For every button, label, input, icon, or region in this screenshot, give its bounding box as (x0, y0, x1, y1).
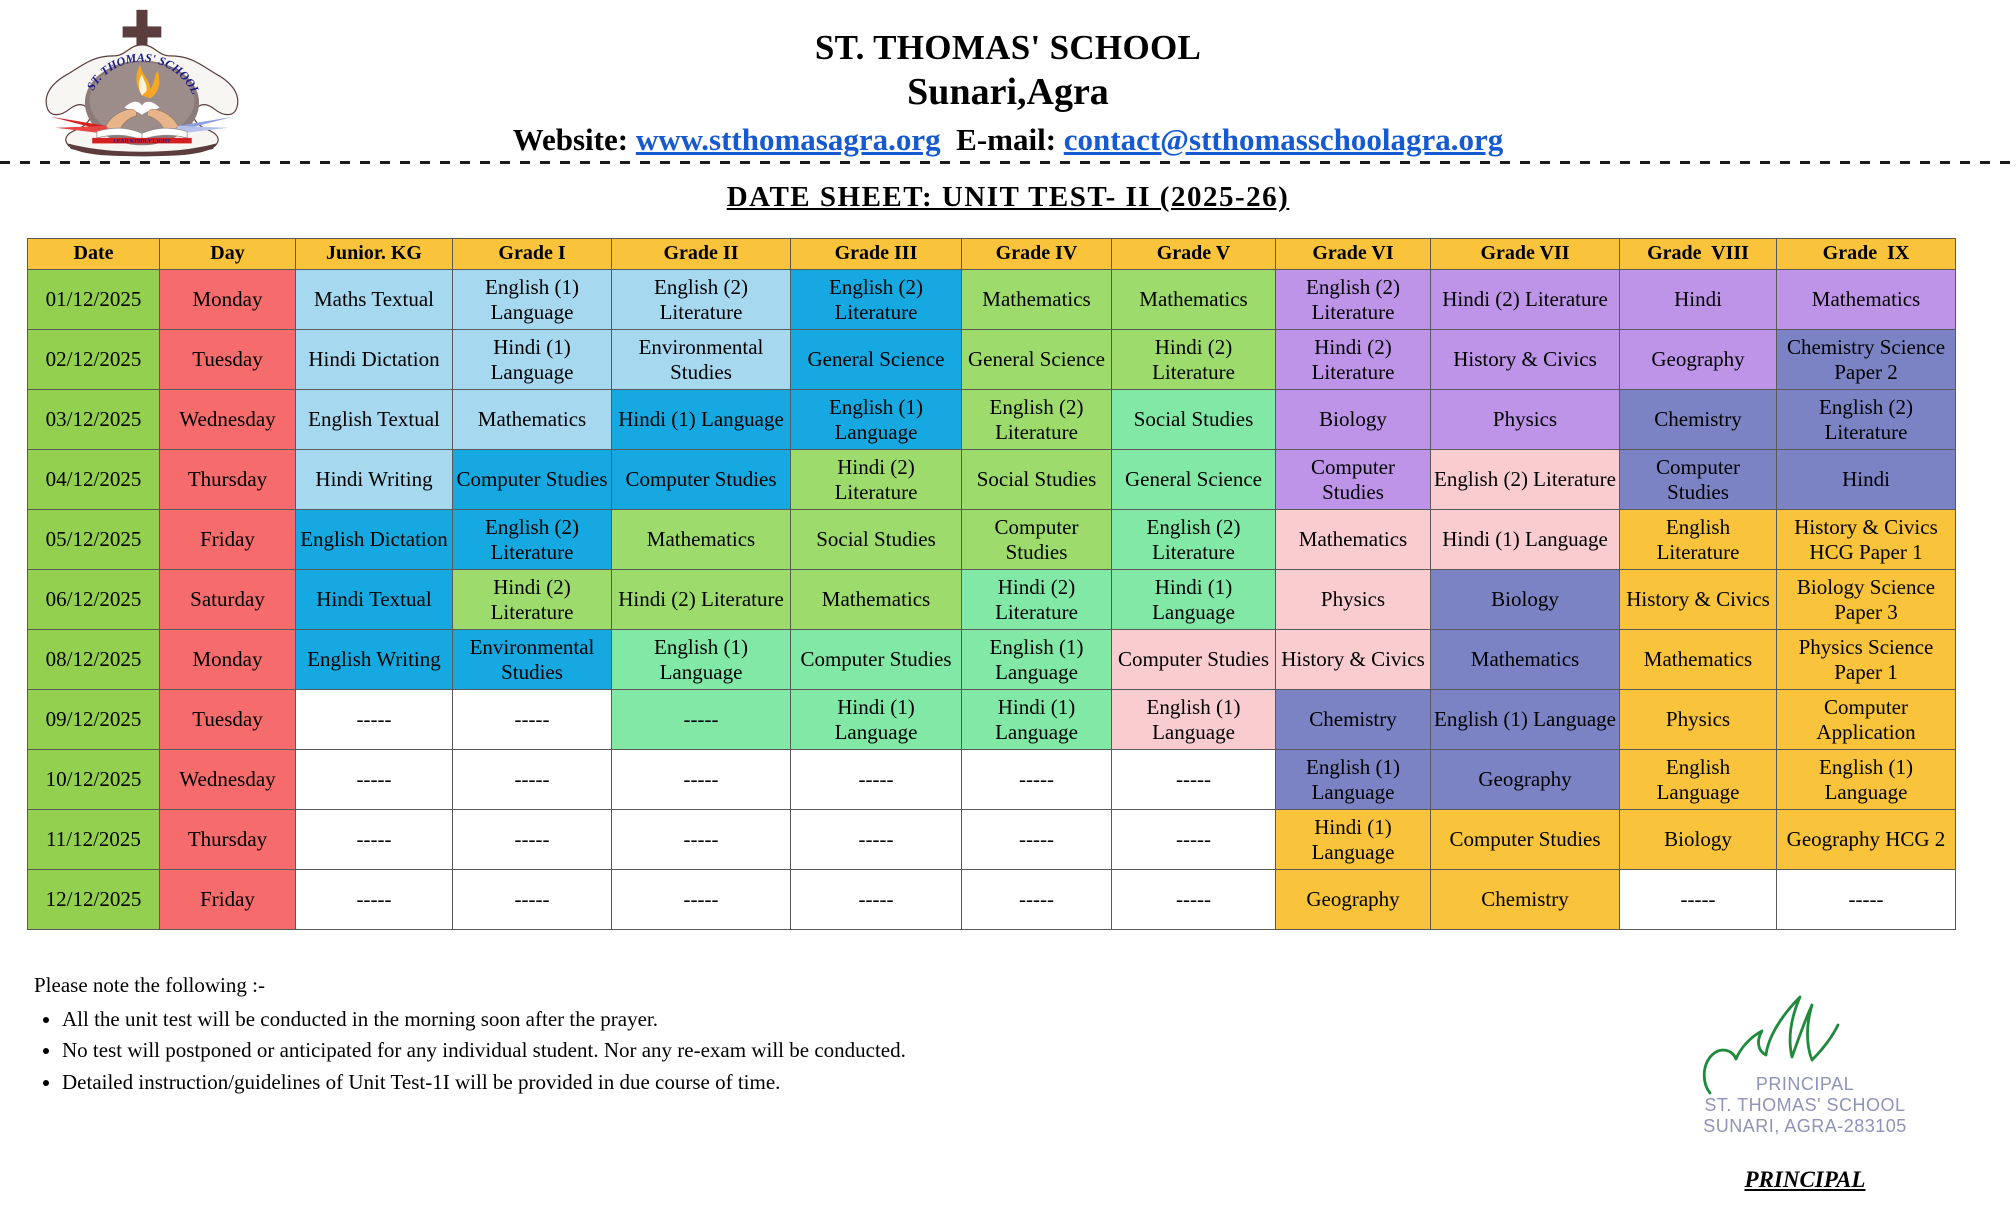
svg-text:LEAD KINDLY LIGHT: LEAD KINDLY LIGHT (113, 138, 171, 144)
